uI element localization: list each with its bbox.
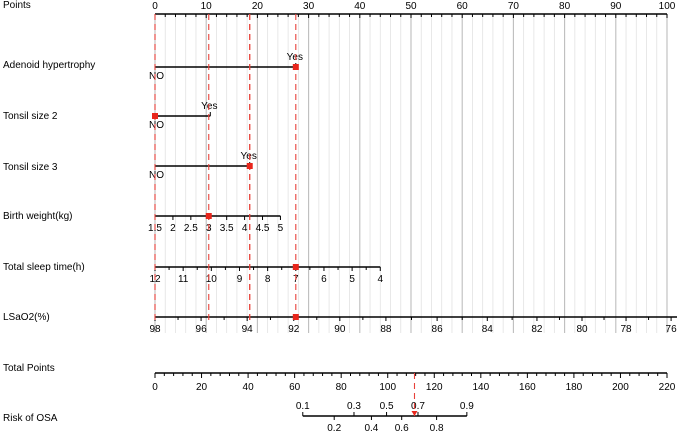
tonsil-size-3-label: Tonsil size 3 [3,162,58,173]
points-tick-label: 70 [508,1,520,12]
birth-weight-tick-label: 2.5 [184,223,198,234]
lsao2-tick-label: 88 [380,324,392,335]
adenoid-hypertrophy-yes-label: Yes [287,52,303,63]
lsao2-tick-label: 96 [196,324,208,335]
birth-weight-tick-label: 2 [170,223,176,234]
points-tick-label: 0 [152,1,158,12]
birth-weight-tick-label: 3.5 [220,223,234,234]
lsao2-selected-marker [292,314,299,320]
risk-of-osa-label: Risk of OSA [3,413,58,424]
points-tick-label: 40 [354,1,366,12]
total-points-tick-label: 20 [196,382,208,393]
points-tick-label: 30 [303,1,315,12]
lsao2-tick-label: 92 [288,324,300,335]
tonsil-size-2-selected-marker [152,113,158,119]
tonsil-size-2-no-label: NO [149,120,164,131]
total-points-tick-label: 100 [379,382,396,393]
birth-weight-label: Birth weight(kg) [3,211,72,222]
risk-tick-label: 0.4 [364,423,378,433]
total-points-tick-label: 0 [152,382,158,393]
total-points-tick-label: 140 [472,382,489,393]
total-points-tick-label: 60 [289,382,301,393]
total-sleep-time-tick-label: 11 [178,274,189,285]
lsao2-tick-label: 82 [531,324,543,335]
lsao2-tick-label: 98 [149,324,161,335]
birth-weight-selected-marker [205,213,212,219]
risk-tick-label: 0.1 [296,401,310,412]
adenoid-hypertrophy-no-label: NO [149,71,164,82]
total-points-tick-label: 220 [659,382,676,393]
lsao2-tick-label: 80 [576,324,588,335]
total-sleep-time-tick-label: 8 [265,274,271,285]
lsao2-tick-label: 90 [334,324,346,335]
points-tick-label: 20 [252,1,264,12]
total-points-tick-label: 180 [566,382,583,393]
adenoid-hypertrophy-selected-marker [292,64,299,70]
risk-tick-label: 0.7 [411,401,425,412]
total-sleep-time-tick-label: 9 [237,274,243,285]
points-tick-label: 80 [559,1,571,12]
points-tick-label: 60 [457,1,469,12]
lsao2-tick-label: 86 [432,324,444,335]
points-tick-label: 100 [659,1,676,12]
total-points-tick-label: 40 [243,382,255,393]
tonsil-size-3-yes-label: Yes [241,151,257,162]
total-points-tick-label: 80 [336,382,348,393]
total-sleep-time-tick-label: 6 [321,274,327,285]
axis-layer: 0 10 20 30 40 50 60 70 80 90 100YesNOYesNOYesNO1.5… [148,1,677,433]
risk-tick-label: 0.6 [395,423,409,433]
total-points-tick-label: 160 [519,382,536,393]
lsao2-tick-label: 76 [666,324,677,335]
total-sleep-time-tick-label: 10 [206,274,218,285]
birth-weight-tick-label: 4.5 [256,223,270,234]
total-points-tick-label: 200 [612,382,629,393]
total-sleep-time-tick-label: 5 [349,274,355,285]
total-sleep-time-tick-label: 4 [377,274,383,285]
total-points-tick-label: 120 [426,382,443,393]
total-sleep-time-selected-marker [292,264,299,270]
risk-tick-label: 0.8 [430,423,444,433]
lsao2-tick-label: 94 [242,324,254,335]
tonsil-size-2-label: Tonsil size 2 [3,111,58,122]
points-label: Points [3,0,31,11]
risk-tick-label: 0.2 [327,423,341,433]
total-sleep-time-label: Total sleep time(h) [3,262,85,273]
row-labels: Points Adenoid hypertrophy Tonsil size 2… [3,0,95,424]
lsao2-tick-label: 84 [482,324,494,335]
lsao2-label: LSaO2(%) [3,312,50,323]
adenoid-hypertrophy-label: Adenoid hypertrophy [3,60,95,71]
birth-weight-tick-label: 5 [278,223,284,234]
points-tick-label: 50 [405,1,417,12]
lsao2-tick-label: 78 [620,324,632,335]
risk-pointer-arrow [411,411,418,416]
points-tick-label: 10 [201,1,213,12]
tonsil-size-3-no-label: NO [149,170,164,181]
tonsil-size-3-selected-marker [246,163,253,169]
reference-lines [154,14,418,416]
total-points-label: Total Points [3,363,55,374]
risk-tick-label: 0.9 [460,401,474,412]
selected-markers [152,64,299,320]
risk-tick-label: 0.3 [347,401,361,412]
grid-layer [154,14,668,333]
birth-weight-tick-label: 4 [242,223,248,234]
points-tick-label: 90 [610,1,622,12]
risk-tick-label: 0.5 [380,401,394,412]
